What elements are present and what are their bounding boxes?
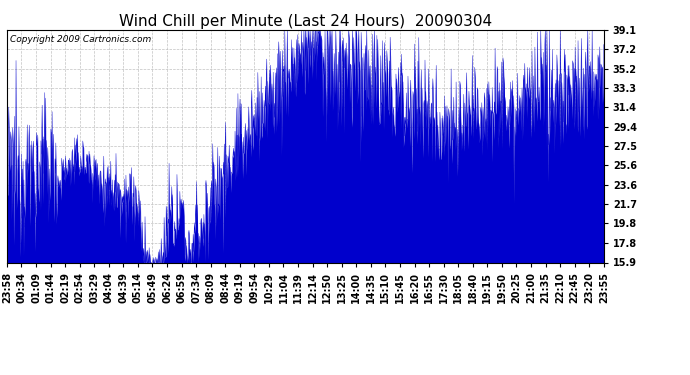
Title: Wind Chill per Minute (Last 24 Hours)  20090304: Wind Chill per Minute (Last 24 Hours) 20… <box>119 14 492 29</box>
Text: Copyright 2009 Cartronics.com: Copyright 2009 Cartronics.com <box>10 34 151 44</box>
